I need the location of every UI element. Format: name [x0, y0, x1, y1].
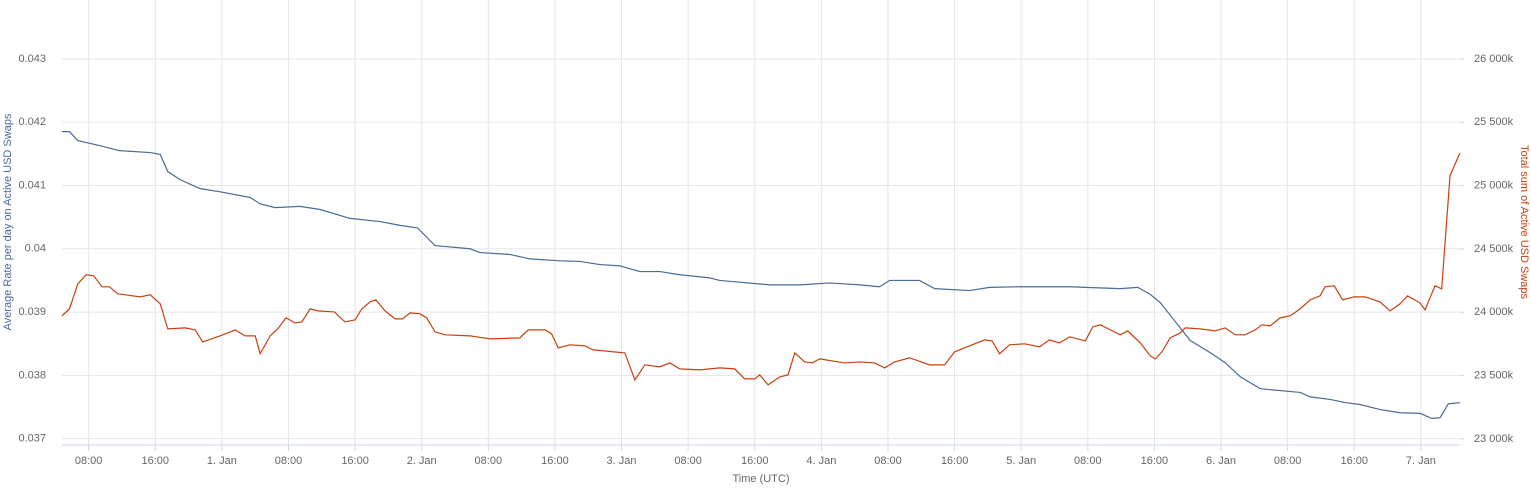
series-line: [61, 152, 1461, 386]
x-tick-label: 5. Jan: [1006, 455, 1036, 467]
x-tick-label: 16:00: [541, 455, 569, 467]
y2-tick-label: 26 000k: [1474, 53, 1514, 65]
x-tick-label: 6. Jan: [1206, 455, 1236, 467]
x-tick-label: 7. Jan: [1406, 455, 1436, 467]
y2-axis-title: Total sum of Active USD Swaps: [1518, 145, 1530, 300]
x-tick-label: 1. Jan: [207, 455, 237, 467]
y2-tick-label: 25 000k: [1474, 180, 1514, 192]
x-tick-label: 08:00: [674, 455, 702, 467]
x-tick-label: 4. Jan: [806, 455, 836, 467]
y2-tick-label: 23 500k: [1474, 370, 1514, 382]
x-tick-label: 16:00: [941, 455, 969, 467]
y-axis-title: Average Rate per day on Active USD Swaps: [2, 113, 14, 330]
y-tick-label: 0.039: [18, 306, 46, 318]
x-tick-label: 08:00: [75, 455, 103, 467]
x-tick-label: 16:00: [1340, 455, 1368, 467]
x-tick-label: 16:00: [141, 455, 169, 467]
x-tick-label: 08:00: [275, 455, 303, 467]
y2-tick-label: 23 000k: [1474, 433, 1514, 445]
y-tick-label: 0.04: [25, 243, 46, 255]
x-tick-label: 08:00: [874, 455, 902, 467]
x-tick-label: 08:00: [1074, 455, 1102, 467]
y2-tick-label: 25 500k: [1474, 116, 1514, 128]
x-tick-label: 16:00: [1141, 455, 1169, 467]
x-axis-title: Time (UTC): [732, 473, 789, 485]
x-tick-label: 16:00: [341, 455, 369, 467]
y2-tick-label: 24 500k: [1474, 243, 1514, 255]
y-tick-label: 0.041: [18, 179, 46, 191]
x-tick-label: 2. Jan: [407, 455, 437, 467]
y-tick-label: 0.037: [18, 433, 46, 445]
y-tick-label: 0.043: [18, 53, 46, 65]
x-tick-label: 16:00: [741, 455, 769, 467]
series-line: [62, 131, 1461, 420]
x-tick-label: 3. Jan: [607, 455, 637, 467]
y-tick-label: 0.042: [18, 116, 46, 128]
x-tick-label: 08:00: [475, 455, 503, 467]
y2-tick-label: 24 000k: [1474, 306, 1514, 318]
x-tick-label: 08:00: [1274, 455, 1302, 467]
y-tick-label: 0.038: [18, 369, 46, 381]
